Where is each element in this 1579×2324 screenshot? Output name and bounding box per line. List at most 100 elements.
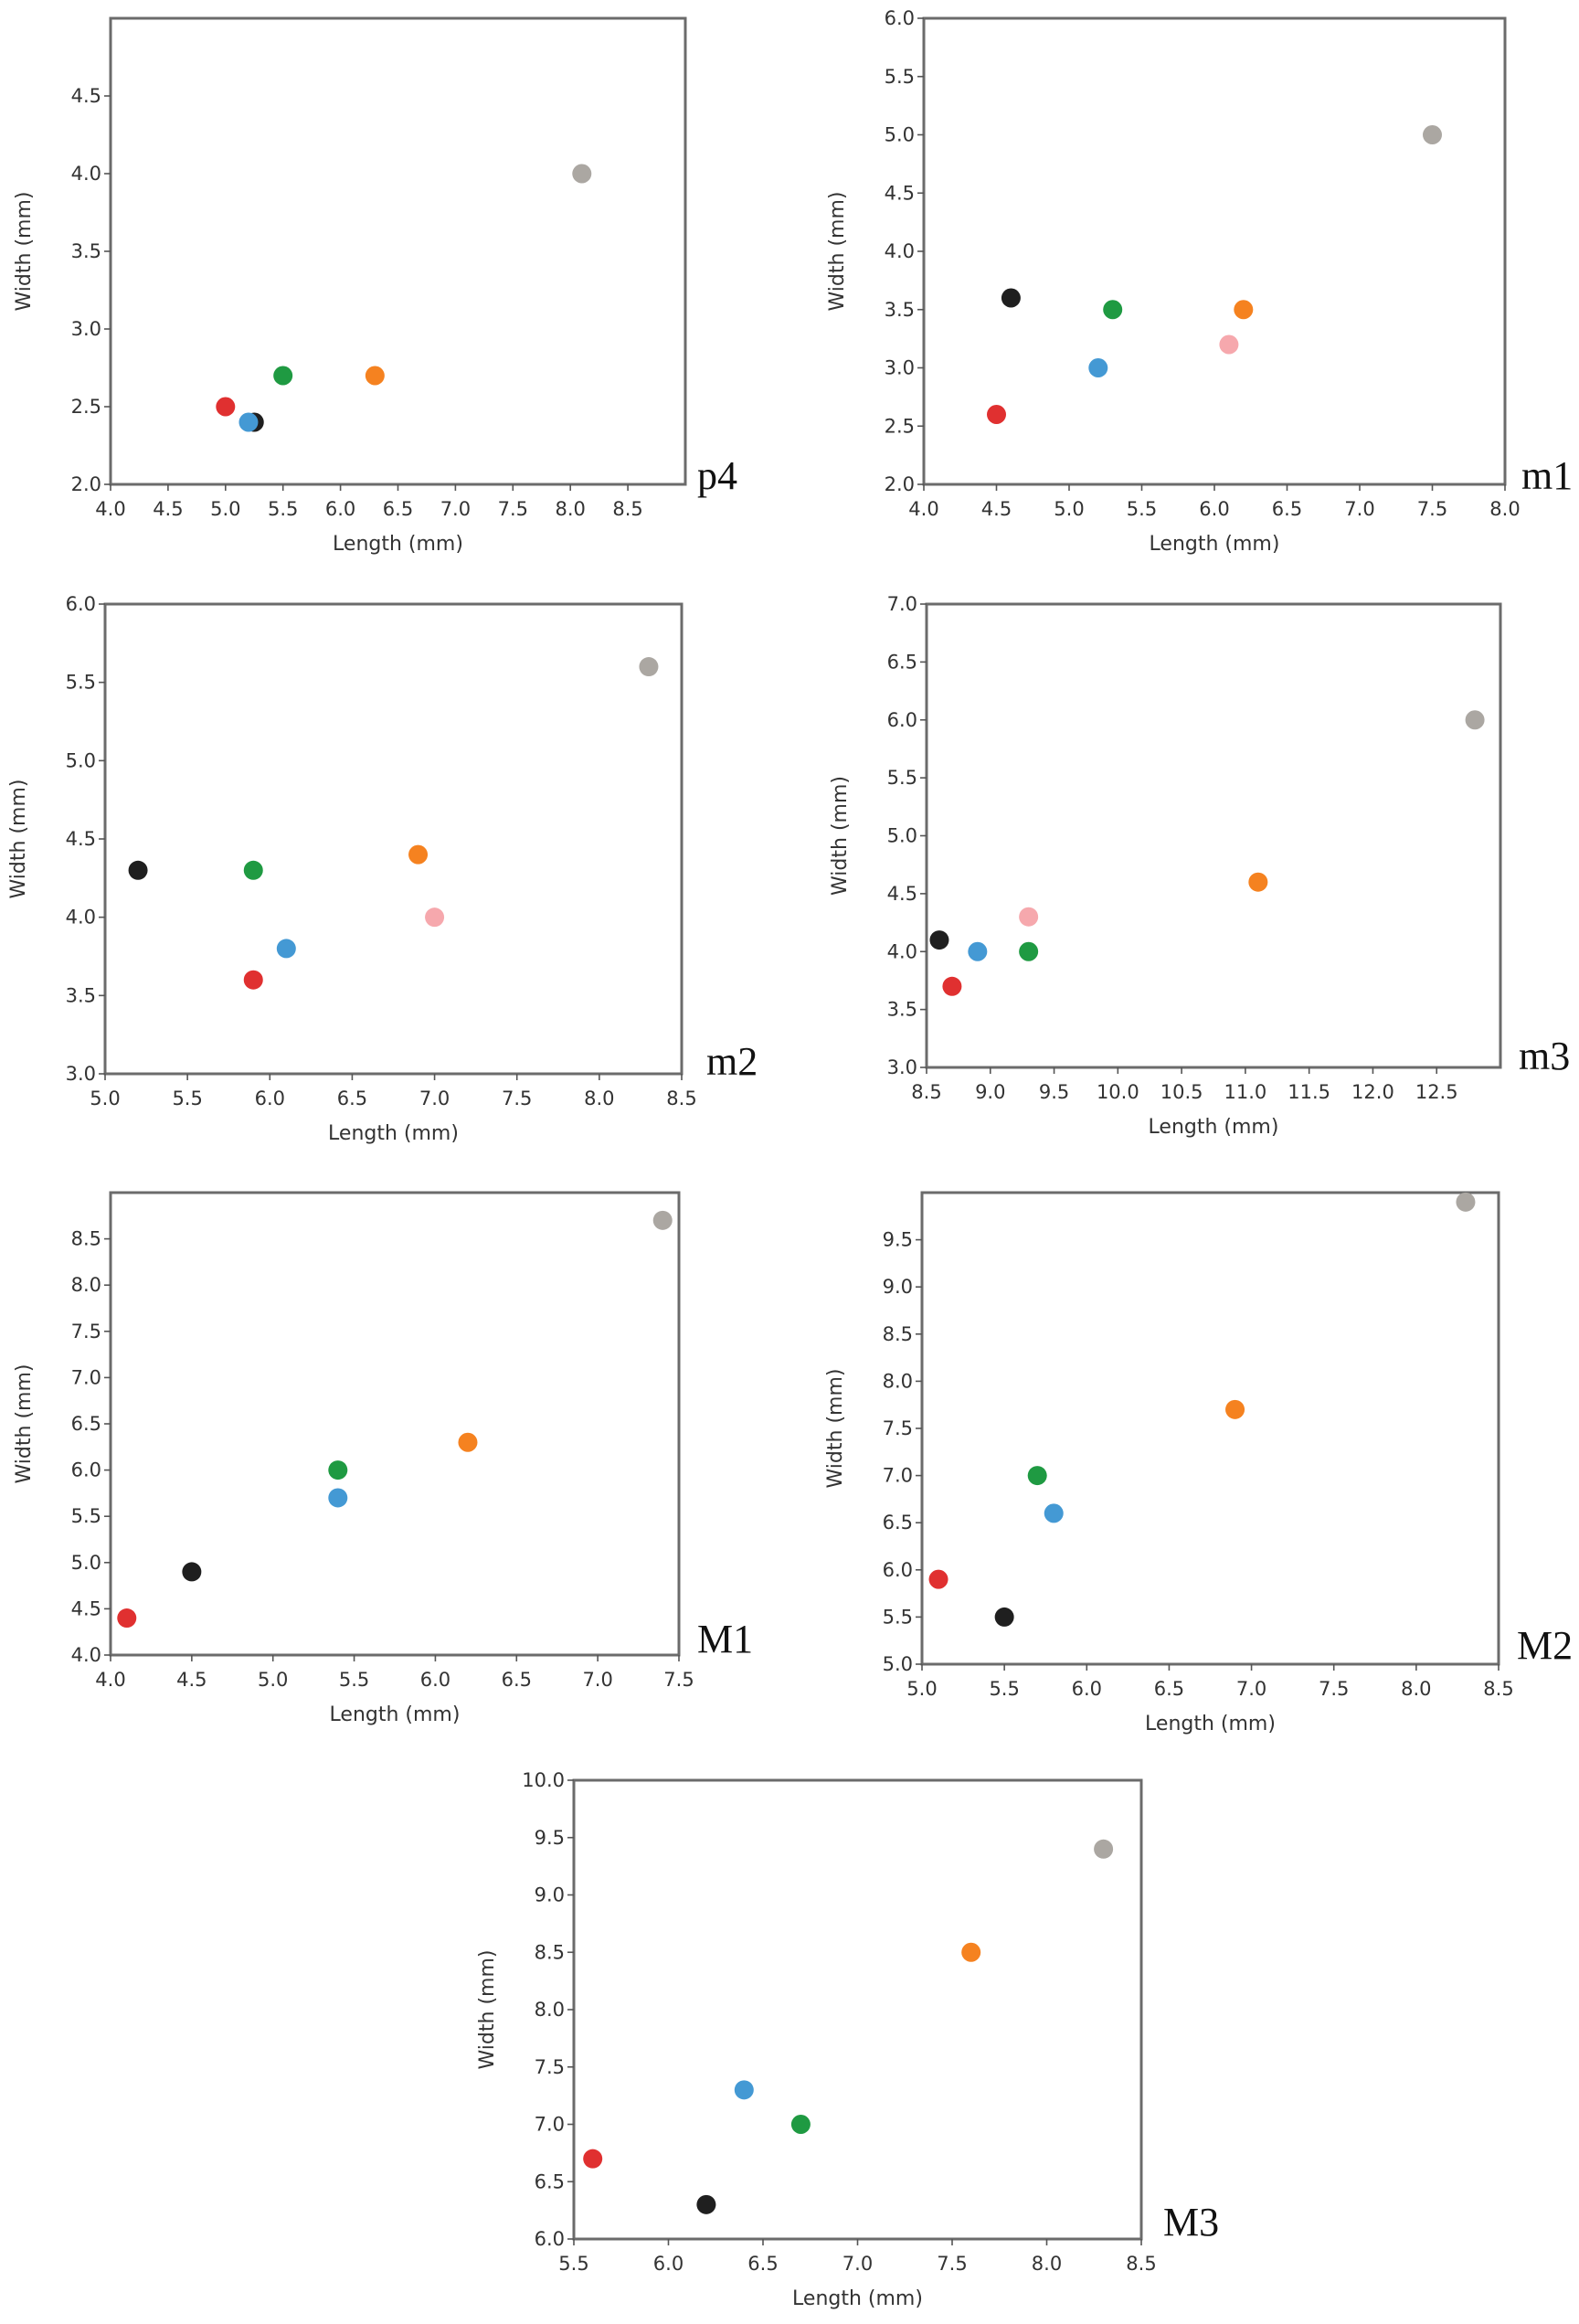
x-tick-label: 7.5 [498, 498, 528, 520]
y-tick-label: 4.0 [71, 163, 101, 185]
x-tick-label: 9.0 [975, 1081, 1005, 1103]
x-tick-label: 8.0 [1401, 1678, 1431, 1700]
y-tick-label: 7.5 [535, 2056, 565, 2078]
data-point [1248, 872, 1268, 892]
plot-frame [920, 1191, 1500, 1666]
y-tick-label: 4.5 [885, 182, 915, 204]
x-tick-label: 7.0 [1236, 1678, 1266, 1700]
y-axis-label: Width (mm) [476, 1950, 499, 2070]
panel-p4: 4.0 4.5 5.0 5.5 6.0 6.5 7.0 7.5 8.0 8.5 2.0 2.5 3.0 3… [13, 16, 737, 556]
data-point [425, 907, 445, 928]
y-tick-label: 3.5 [66, 984, 96, 1006]
data-point [583, 2149, 603, 2169]
x-tick-label: 11.5 [1288, 1081, 1330, 1103]
data-point [216, 397, 236, 417]
y-tick-label: 5.0 [887, 825, 917, 847]
y-tick-label: 9.0 [535, 1884, 565, 1906]
x-tick-label: 8.0 [1032, 2253, 1062, 2275]
x-tick-label: 8.0 [584, 1088, 614, 1109]
y-axis-label: Width (mm) [13, 1364, 36, 1484]
data-point [790, 2115, 811, 2134]
panel-label: M1 [697, 1617, 753, 1661]
y-tick-label: 2.0 [885, 473, 915, 495]
panel-m2: 5.0 5.5 6.0 6.5 7.0 7.5 8.0 8.5 3.0 3.5 4.0 4.5 5.0 5… [7, 593, 758, 1145]
data-point [1465, 710, 1485, 730]
y-tick-label: 4.5 [71, 85, 101, 107]
data-point [1001, 288, 1021, 308]
x-tick-label: 4.0 [95, 498, 125, 520]
plot-frame [572, 1778, 1143, 2241]
y-tick-label: 9.0 [883, 1276, 913, 1298]
y-tick-label: 7.0 [71, 1366, 101, 1388]
x-tick-label: 5.5 [989, 1678, 1019, 1700]
data-point [1019, 907, 1039, 927]
plot-frame [103, 602, 684, 1076]
x-tick-label: 6.0 [325, 498, 355, 520]
data-point [968, 941, 988, 961]
data-point [328, 1488, 348, 1508]
y-tick-label: 5.5 [883, 1606, 913, 1628]
y-tick-label: 4.5 [71, 1597, 101, 1619]
y-tick-label: 3.0 [66, 1063, 96, 1085]
x-tick-label: 9.5 [1039, 1081, 1069, 1103]
x-tick-label: 6.5 [1272, 498, 1302, 520]
y-tick-label: 4.5 [887, 883, 917, 905]
y-tick-label: 2.0 [71, 473, 101, 495]
data-point [1088, 358, 1108, 377]
plot-frame [925, 602, 1502, 1069]
y-tick-label: 7.0 [887, 593, 917, 615]
data-point [328, 1460, 348, 1480]
x-tick-label: 5.0 [210, 498, 240, 520]
data-point [639, 657, 659, 677]
x-tick-label: 6.5 [337, 1088, 367, 1109]
x-tick-label: 4.0 [95, 1669, 125, 1691]
x-tick-label: 7.5 [937, 2253, 967, 2275]
x-tick-label: 4.5 [981, 498, 1012, 520]
x-tick-label: 5.5 [558, 2253, 588, 2275]
x-tick-label: 5.5 [1127, 498, 1157, 520]
x-tick-label: 5.0 [90, 1088, 120, 1109]
x-tick-label: 5.5 [268, 498, 298, 520]
x-tick-label: 5.5 [172, 1088, 202, 1109]
data-point [1094, 1839, 1114, 1859]
y-tick-label: 5.0 [885, 124, 915, 146]
y-axis-label: Width (mm) [824, 1369, 847, 1489]
plot-frame [109, 1191, 681, 1657]
y-tick-label: 7.5 [883, 1417, 913, 1439]
y-tick-label: 4.0 [66, 907, 96, 929]
y-tick-label: 8.0 [883, 1370, 913, 1392]
x-tick-label: 7.0 [440, 498, 471, 520]
y-tick-label: 5.5 [66, 672, 96, 694]
panel-M3: 5.5 6.0 6.5 7.0 7.5 8.0 8.5 6.0 6.5 7.0 7.5 8.0 8.5 9… [476, 1769, 1219, 2310]
data-point [734, 2080, 754, 2100]
x-tick-label: 10.0 [1097, 1081, 1139, 1103]
x-axis-label: Length (mm) [1145, 1713, 1276, 1735]
y-tick-label: 8.0 [535, 1999, 565, 2021]
data-point [1456, 1192, 1476, 1212]
x-tick-label: 8.5 [911, 1081, 941, 1103]
y-tick-label: 3.0 [71, 318, 101, 340]
data-point [238, 412, 259, 432]
x-axis-label: Length (mm) [333, 533, 463, 556]
x-tick-label: 8.5 [612, 498, 642, 520]
data-point [1219, 334, 1239, 355]
y-axis-label: Width (mm) [826, 192, 849, 312]
y-tick-label: 4.0 [885, 240, 915, 262]
y-axis-label: Width (mm) [13, 192, 36, 312]
data-point [273, 366, 293, 386]
x-tick-label: 4.5 [176, 1669, 207, 1691]
x-tick-label: 7.0 [842, 2253, 873, 2275]
x-tick-label: 5.0 [1054, 498, 1084, 520]
y-tick-label: 5.5 [885, 66, 915, 88]
x-tick-label: 7.5 [1319, 1678, 1349, 1700]
y-tick-label: 5.5 [887, 767, 917, 789]
data-point [929, 930, 949, 950]
x-tick-label: 6.5 [1154, 1678, 1184, 1700]
data-point [243, 970, 263, 990]
panel-label: M3 [1163, 2200, 1219, 2244]
x-tick-label: 12.5 [1415, 1081, 1458, 1103]
y-tick-label: 6.0 [883, 1559, 913, 1581]
panel-m1: 4.0 4.5 5.0 5.5 6.0 6.5 7.0 7.5 8.0 2.0 2.5 3.0 3.5 4… [826, 7, 1573, 556]
plot-frame [109, 16, 687, 486]
y-axis-label: Width (mm) [829, 776, 852, 896]
